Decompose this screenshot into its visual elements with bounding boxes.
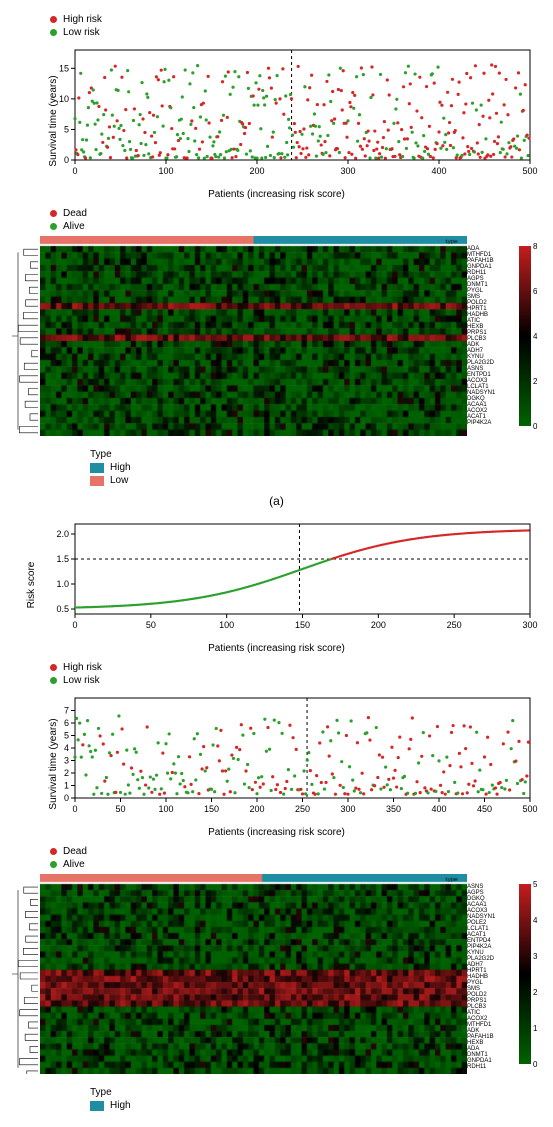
- svg-text:150: 150: [204, 804, 219, 814]
- svg-text:3: 3: [64, 756, 69, 766]
- type-high-swatch: [90, 463, 104, 473]
- svg-text:50: 50: [115, 804, 125, 814]
- type-legend-a: Type High Low: [90, 449, 543, 486]
- type-legend-b: Type High: [90, 1087, 543, 1111]
- x-axis-label: Patients (increasing risk score): [10, 643, 543, 654]
- svg-text:100: 100: [219, 620, 234, 630]
- type-high-swatch: [90, 1101, 104, 1111]
- svg-text:0: 0: [72, 166, 77, 176]
- svg-text:300: 300: [340, 166, 355, 176]
- high-risk-dot: [50, 16, 57, 23]
- heatmap-a: ADAMTHFD1PAFAH1BGNPDA1RDH11AGPSDNMT1PYGL…: [10, 236, 543, 441]
- x-axis-label: Patients (increasing risk score): [10, 827, 543, 838]
- colorbar-a: 02468: [519, 236, 543, 441]
- svg-text:200: 200: [249, 166, 264, 176]
- svg-text:0: 0: [72, 620, 77, 630]
- svg-text:150: 150: [295, 620, 310, 630]
- svg-text:450: 450: [477, 804, 492, 814]
- svg-text:100: 100: [158, 166, 173, 176]
- svg-text:5: 5: [64, 731, 69, 741]
- svg-text:10: 10: [59, 94, 69, 104]
- scatter-a1-legend: High risk Low risk: [50, 14, 543, 38]
- dead-dot: [50, 210, 57, 217]
- y-axis-label: Risk score: [26, 562, 37, 609]
- svg-text:6: 6: [64, 718, 69, 728]
- panel-label-a: (a): [10, 494, 543, 508]
- svg-text:350: 350: [386, 804, 401, 814]
- legend-dead-label: Dead: [63, 208, 87, 219]
- svg-text:200: 200: [249, 804, 264, 814]
- heatmap-b-status-legend: Dead Alive: [50, 846, 543, 870]
- svg-text:100: 100: [158, 804, 173, 814]
- svg-text:250: 250: [447, 620, 462, 630]
- svg-text:2: 2: [64, 768, 69, 778]
- svg-text:5: 5: [64, 124, 69, 134]
- svg-text:300: 300: [522, 620, 537, 630]
- svg-text:400: 400: [431, 166, 446, 176]
- dead-dot: [50, 848, 57, 855]
- legend-low-risk-label: Low risk: [63, 675, 100, 686]
- svg-text:500: 500: [522, 804, 537, 814]
- svg-text:15: 15: [59, 63, 69, 73]
- legend-low-risk-label: Low risk: [63, 27, 100, 38]
- svg-text:0.5: 0.5: [56, 604, 69, 614]
- colorbar-b: 012345: [519, 874, 543, 1079]
- svg-text:250: 250: [295, 804, 310, 814]
- svg-text:400: 400: [431, 804, 446, 814]
- heatmap-b: ASNSAGPSDGKQACAA1ACOX3NADSYN1POLE2LCLAT1…: [10, 874, 543, 1079]
- svg-text:7: 7: [64, 706, 69, 716]
- svg-text:4: 4: [64, 743, 69, 753]
- svg-text:0: 0: [72, 804, 77, 814]
- svg-text:300: 300: [340, 804, 355, 814]
- low-risk-dot: [50, 677, 57, 684]
- legend-alive-label: Alive: [63, 221, 85, 232]
- type-low-label: Low: [110, 475, 128, 486]
- low-risk-dot: [50, 29, 57, 36]
- svg-text:0: 0: [64, 155, 69, 165]
- svg-text:50: 50: [146, 620, 156, 630]
- svg-text:1.5: 1.5: [56, 554, 69, 564]
- type-low-swatch: [90, 476, 104, 486]
- gene-labels-a: ADAMTHFD1PAFAH1BGNPDA1RDH11AGPSDNMT1PYGL…: [467, 236, 515, 441]
- svg-text:2.0: 2.0: [56, 529, 69, 539]
- svg-text:200: 200: [371, 620, 386, 630]
- alive-dot: [50, 861, 57, 868]
- y-axis-label: Survival time (years): [48, 75, 59, 166]
- legend-dead-label: Dead: [63, 846, 87, 857]
- legend-alive-label: Alive: [63, 859, 85, 870]
- svg-text:0: 0: [64, 793, 69, 803]
- gene-labels-b: ASNSAGPSDGKQACAA1ACOX3NADSYN1POLE2LCLAT1…: [467, 874, 515, 1079]
- svg-text:500: 500: [522, 166, 537, 176]
- type-legend-title: Type: [90, 449, 543, 460]
- x-axis-label: Patients (increasing risk score): [10, 189, 543, 200]
- y-axis-label: Survival time (years): [48, 718, 59, 809]
- survival-scatter-b: Survival time (years) 050100150200250300…: [10, 690, 543, 838]
- survival-scatter-a: Survival time (years) 0 100 200 300 400 500 0 5…: [10, 42, 543, 200]
- svg-text:1.0: 1.0: [56, 579, 69, 589]
- type-legend-title: Type: [90, 1087, 543, 1098]
- legend-high-risk-label: High risk: [63, 662, 102, 673]
- type-high-label: High: [110, 462, 131, 473]
- svg-text:1: 1: [64, 781, 69, 791]
- scatter-b-legend: High risk Low risk: [50, 662, 543, 686]
- heatmap-a-status-legend: Dead Alive: [50, 208, 543, 232]
- risk-score-curve: Risk score 0 50 100 150 200 250 300 0.5 1.0 1.5 2.…: [10, 516, 543, 654]
- alive-dot: [50, 223, 57, 230]
- high-risk-dot: [50, 664, 57, 671]
- type-high-label: High: [110, 1100, 131, 1111]
- legend-high-risk-label: High risk: [63, 14, 102, 25]
